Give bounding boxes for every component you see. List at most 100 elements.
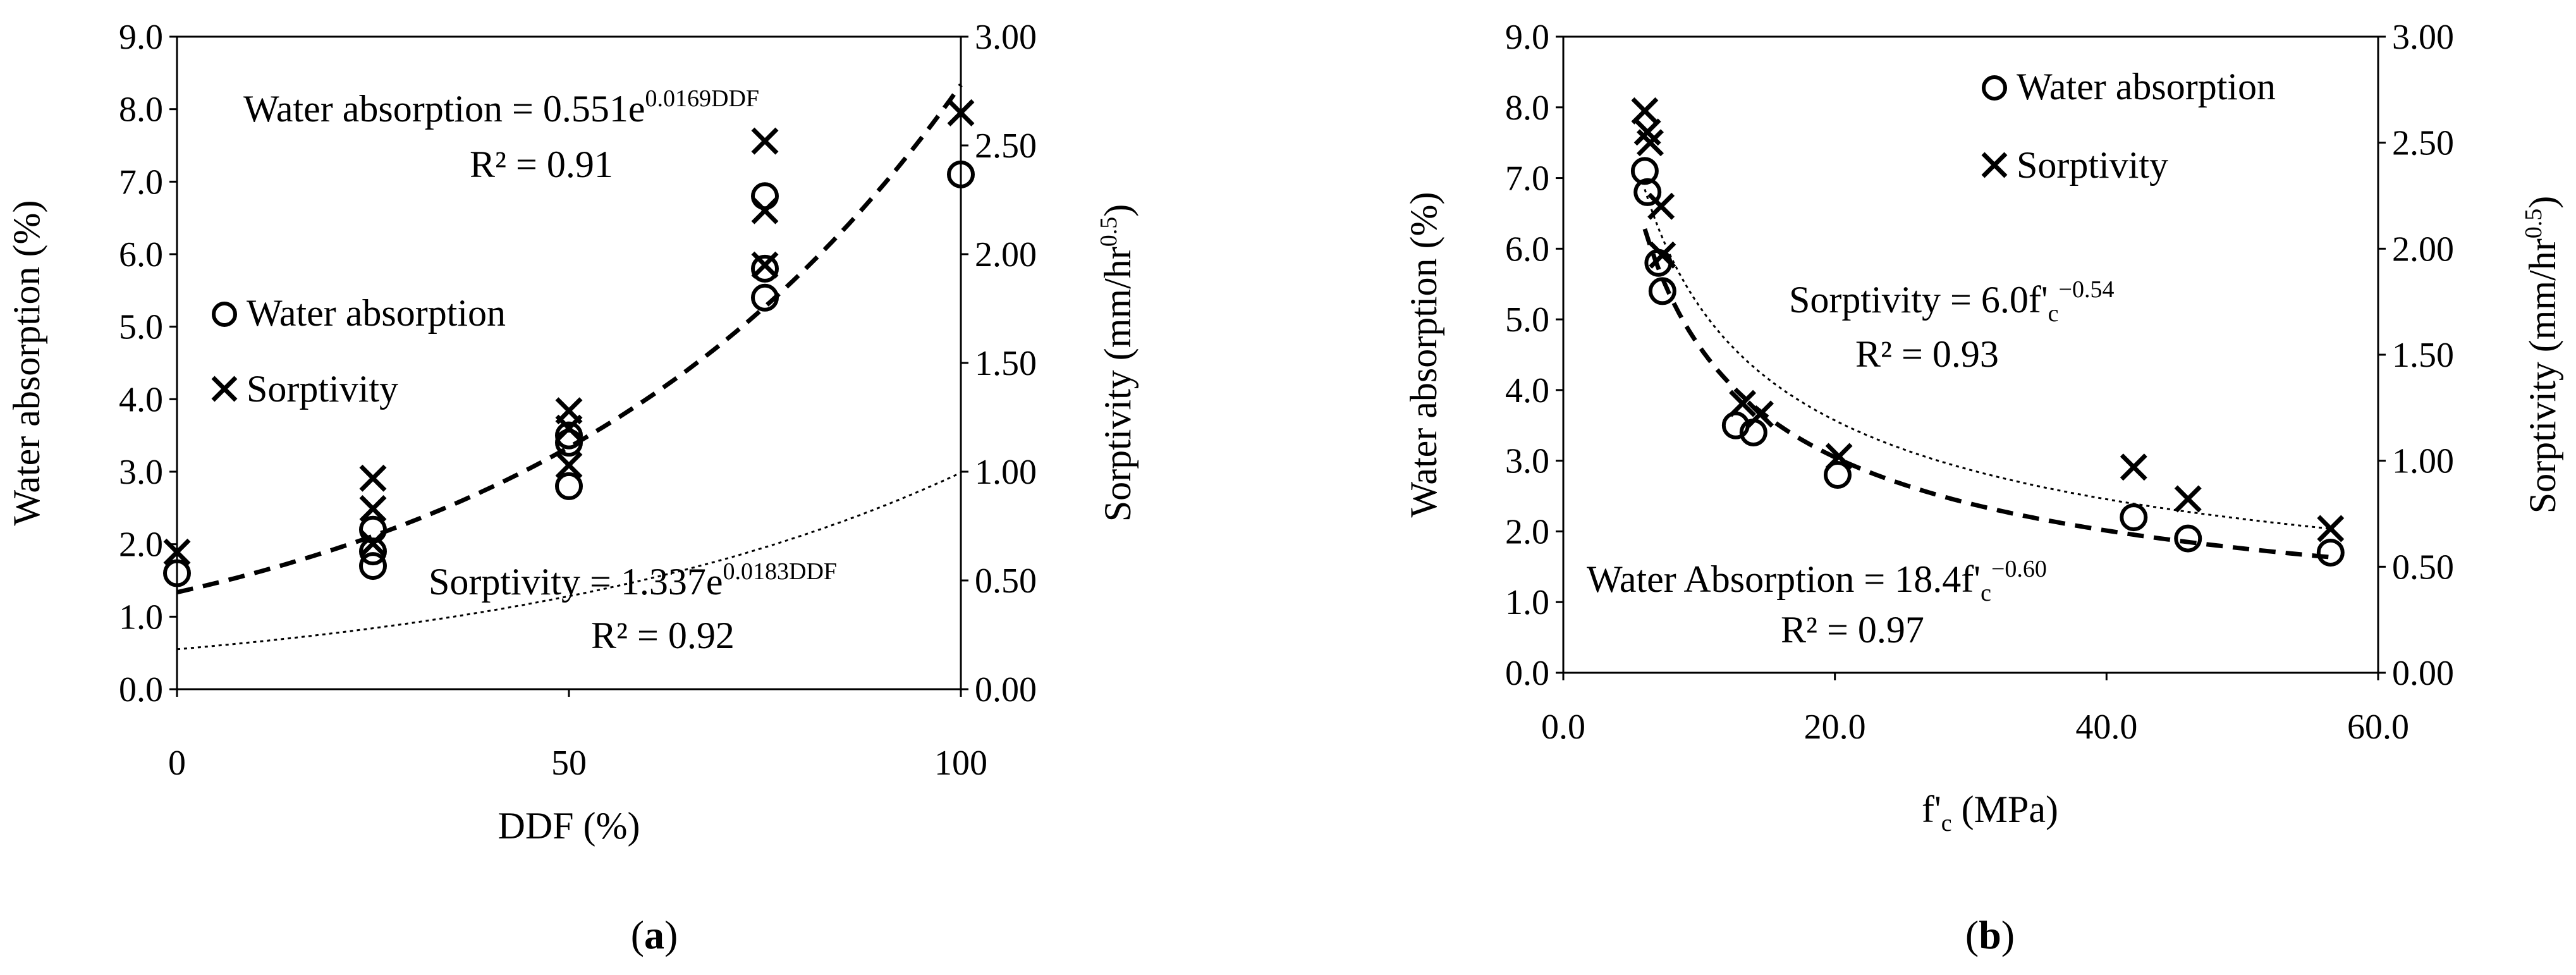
panel-a-y2label-sup: 0.5 [1096, 217, 1122, 247]
panel-a-legend-label-sorp: Sorptivity [247, 368, 398, 410]
trendline-sorptivity [176, 83, 963, 595]
panel-a-chart: 0.01.02.03.04.05.06.07.08.09.0 0.000.501… [6, 18, 1138, 957]
panel-b-legend: Water absorption Sorptivity [1981, 66, 2276, 186]
panel-a-eq-sorp: Sorptivity = 1.337e0.0183DDF [429, 558, 837, 603]
data-point-water-absorption [163, 559, 191, 587]
x-tick-label: 0.0 [1541, 708, 1585, 747]
data-point-water-absorption [1630, 157, 1659, 185]
data-point-sorptivity [751, 251, 779, 279]
y2-tick-label: 1.50 [2392, 336, 2454, 375]
panel-a-eq-water-main: Water absorption = 0.551e [243, 88, 645, 130]
panel-a-legend: Water absorption Sorptivity [211, 292, 506, 410]
y-tick-label: 1.0 [119, 598, 163, 637]
data-point-sorptivity [1637, 129, 1664, 157]
panel-b-eq-sorp-sub: c [2048, 300, 2059, 327]
x-tick-label: 20.0 [1804, 708, 1866, 747]
x-tick-label: 50 [551, 744, 587, 783]
y-tick-label: 4.0 [119, 380, 163, 419]
y-tick-label: 1.0 [1505, 583, 1549, 622]
data-point-water-absorption [359, 552, 387, 580]
data-point-sorptivity [947, 99, 975, 126]
data-point-water-absorption [359, 537, 387, 566]
legend-circle-marker [1982, 75, 2007, 101]
data-point-sorptivity [751, 127, 779, 155]
data-point-water-absorption [947, 160, 975, 188]
x-tick-label: 0 [168, 744, 186, 783]
panel-b-x-axis: 0.0 20.0 40.0 60.0 [1541, 673, 2409, 747]
panel-a-x-axis: 0 50 100 [168, 689, 987, 783]
data-point-sorptivity [1747, 400, 1774, 428]
y2-tick-label: 3.00 [2392, 18, 2454, 57]
y-tick-label: 6.0 [1505, 230, 1549, 269]
panel-b-y-axis: 0.0 1.0 2.0 3.0 4.0 5.0 6.0 7.0 8.0 9.0 [1505, 18, 1563, 693]
data-point-water-absorption [555, 421, 583, 450]
panel-a-y2label-end: ) [1097, 204, 1138, 217]
data-point-sorptivity [163, 538, 191, 566]
y2-tick-label: 0.50 [975, 561, 1037, 601]
panel-a-legend-label-water: Water absorption [247, 292, 506, 334]
data-point-water-absorption [1633, 178, 1662, 206]
panel-b-eq-sorp-r2: R² = 0.93 [1855, 333, 1999, 375]
panel-b-eq-water: Water Absorption = 18.4f'c−0.60 [1587, 556, 2047, 606]
panel-b-eq-sorp: Sorptivity = 6.0f'c−0.54 [1789, 276, 2114, 327]
panel-b-xlabel-main: f' [1922, 788, 1941, 830]
y2-tick-label: 0.50 [2392, 548, 2454, 587]
panel-b-y2label-main: Sorptivity (mm/hr [2522, 238, 2563, 513]
y-tick-label: 8.0 [119, 90, 163, 130]
data-point-sorptivity [555, 451, 583, 479]
panel-b-xlabel-end: (MPa) [1952, 788, 2058, 830]
panel-a-eq-sorp-r2: R² = 0.92 [591, 615, 735, 656]
panel-a-eq-sorp-sup: 0.0183DDF [723, 558, 838, 585]
data-point-sorptivity [359, 495, 387, 522]
data-point-water-absorption [2174, 524, 2202, 553]
panel-a-xlabel: DDF (%) [498, 805, 640, 847]
legend-cross-marker [211, 376, 238, 402]
legend-cross-marker [1981, 152, 2008, 178]
panel-b-data-points [1630, 97, 2345, 567]
panel-a-y2label-main: Sorptivity (mm/hr [1097, 247, 1138, 522]
y2-tick-label: 0.00 [2392, 654, 2454, 693]
panel-a-eq-water: Water absorption = 0.551e0.0169DDF [243, 85, 759, 130]
x-tick-label: 60.0 [2347, 708, 2409, 747]
data-point-sorptivity [1729, 389, 1757, 417]
y-tick-label: 0.0 [1505, 654, 1549, 693]
panel-b-eq-water-sub: c [1981, 580, 1991, 606]
x-tick-label: 40.0 [2075, 708, 2137, 747]
y-tick-label: 9.0 [119, 18, 163, 57]
data-point-sorptivity [359, 464, 387, 492]
panel-a-eq-sorp-main: Sorptivity = 1.337e [429, 561, 723, 603]
panel-a-y-axis: 0.0 1.0 2.0 3.0 4.0 5.0 6.0 7.0 8.0 9.0 [119, 18, 177, 709]
data-point-water-absorption [2120, 503, 2148, 532]
panel-b-caption: (b) [1965, 912, 2015, 957]
y2-tick-label: 1.50 [975, 344, 1037, 383]
data-point-sorptivity [555, 397, 583, 425]
trendline-water-absorption [1642, 228, 2331, 560]
panel-b-xlabel-sub: c [1941, 810, 1952, 837]
panel-b-y2-axis: 0.00 0.50 1.00 1.50 2.00 2.50 3.00 [2378, 18, 2454, 693]
data-point-sorptivity [359, 530, 387, 557]
y-tick-label: 2.0 [119, 525, 163, 565]
legend-circle-marker [212, 302, 237, 327]
panel-b-ylabel: Water absorption (%) [1403, 192, 1444, 518]
panel-a-y2label: Sorptivity (mm/hr0.5) [1096, 204, 1138, 522]
panel-a-data-points [163, 99, 975, 587]
y2-tick-label: 2.50 [2392, 124, 2454, 163]
panel-a-ylabel: Water absorption (%) [6, 200, 47, 526]
panel-b-y2label: Sorptivity (mm/hr0.5) [2520, 196, 2563, 513]
y-tick-label: 9.0 [1505, 18, 1549, 57]
panel-a-eq-water-sup: 0.0169DDF [645, 85, 760, 112]
y2-tick-label: 3.00 [975, 18, 1037, 57]
y-tick-label: 4.0 [1505, 371, 1549, 410]
x-tick-label: 100 [934, 744, 987, 783]
data-point-water-absorption [751, 254, 779, 283]
panel-b-eq-sorp-main: Sorptivity = 6.0f' [1789, 279, 2048, 321]
data-point-sorptivity [1647, 192, 1675, 220]
y-tick-label: 6.0 [119, 235, 163, 274]
y2-tick-label: 1.00 [2392, 442, 2454, 481]
y-tick-label: 5.0 [119, 308, 163, 347]
data-point-sorptivity [2174, 485, 2202, 513]
data-point-sorptivity [1825, 443, 1853, 470]
y2-tick-label: 2.50 [975, 126, 1037, 166]
trendline-sorptivity [1644, 188, 2331, 530]
